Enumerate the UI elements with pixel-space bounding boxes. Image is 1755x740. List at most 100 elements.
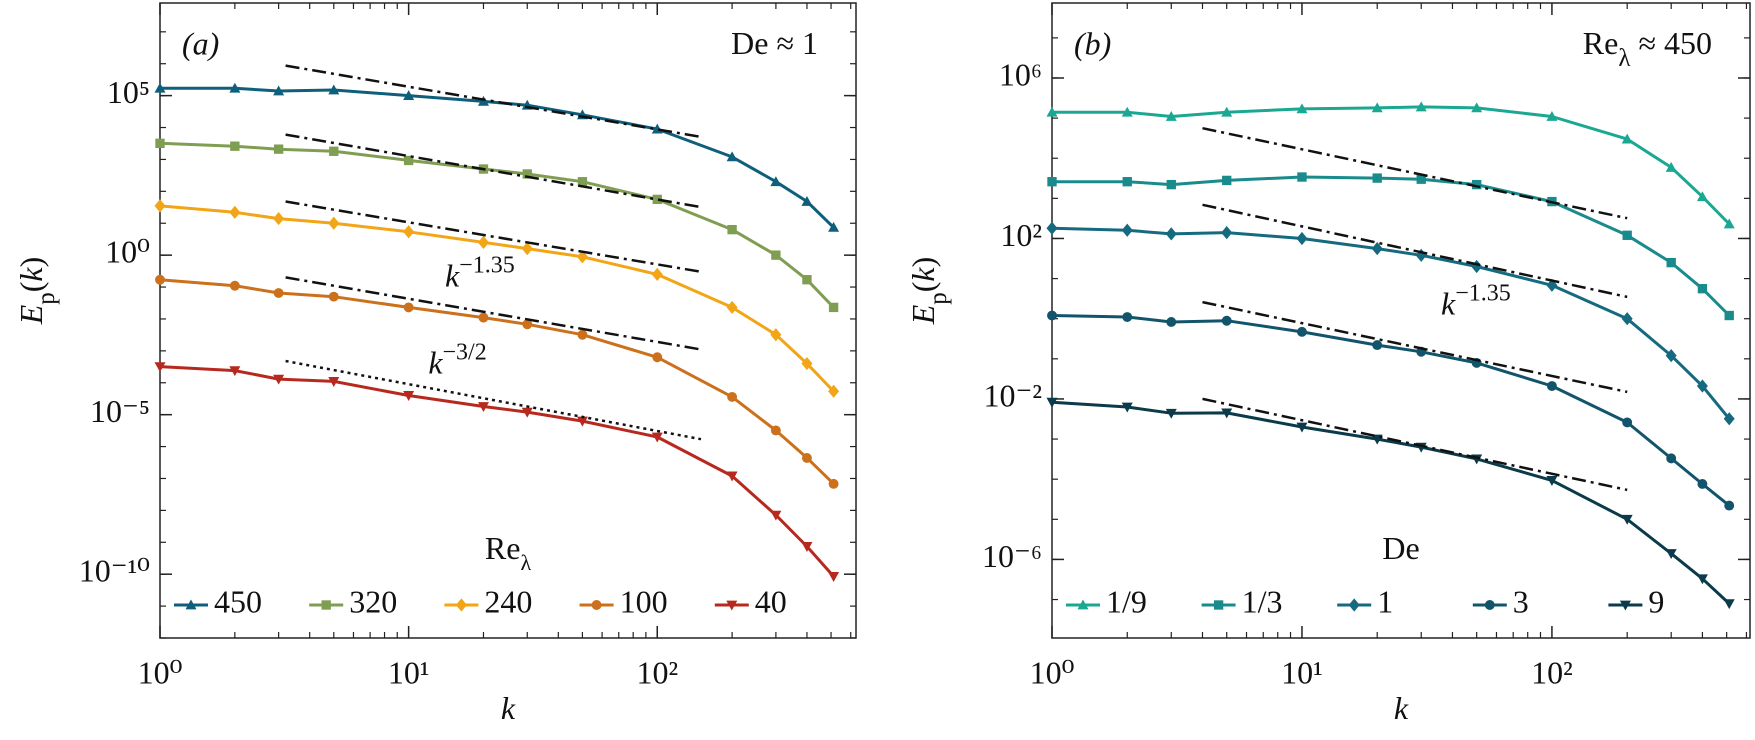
marker	[1696, 379, 1708, 393]
marker	[652, 194, 662, 205]
marker	[828, 572, 840, 582]
legend-marker	[1213, 600, 1224, 610]
marker	[1546, 278, 1558, 292]
text-part: −1.35	[1455, 280, 1511, 306]
x-tick-label: 10¹	[388, 654, 430, 690]
x-tick-label: 10¹	[1281, 654, 1323, 690]
marker	[154, 82, 166, 93]
marker	[1372, 340, 1383, 351]
legend-label: 1	[1377, 583, 1393, 619]
marker	[229, 366, 241, 377]
legend-label: 40	[755, 583, 787, 619]
marker	[1697, 479, 1708, 489]
text-part: k	[13, 267, 49, 282]
marker	[155, 138, 165, 148]
series-line	[1052, 105, 1731, 226]
legend-marker	[591, 600, 602, 610]
marker	[1697, 284, 1708, 294]
panel-title: Reλ ≈ 450	[1583, 25, 1712, 72]
marker	[229, 82, 241, 93]
marker	[770, 176, 782, 187]
marker	[1621, 312, 1633, 326]
marker	[1471, 259, 1483, 274]
marker	[726, 151, 738, 162]
marker	[1372, 173, 1382, 183]
marker	[770, 425, 781, 436]
text-part: (	[905, 282, 941, 293]
guide-line	[1202, 300, 1628, 394]
marker	[1296, 103, 1308, 114]
marker	[577, 177, 588, 187]
panel-label: (a)	[182, 25, 219, 61]
marker	[802, 452, 812, 463]
marker	[802, 275, 812, 285]
marker	[651, 267, 663, 281]
marker	[726, 300, 738, 315]
text-part: −1.35	[459, 252, 515, 278]
marker	[1621, 133, 1633, 144]
marker	[770, 510, 782, 521]
text-part: Re	[1583, 25, 1619, 61]
marker	[403, 155, 414, 166]
marker	[403, 225, 415, 239]
marker	[1222, 175, 1232, 186]
marker	[1723, 218, 1735, 229]
legend-marker	[1619, 600, 1631, 611]
x-tick-label: 10⁰	[138, 654, 183, 690]
marker	[1471, 102, 1483, 113]
marker	[1121, 223, 1133, 237]
legend-label: 3	[1513, 583, 1529, 619]
marker	[726, 471, 738, 482]
marker	[828, 478, 839, 489]
marker	[1622, 230, 1632, 240]
marker	[727, 224, 737, 235]
marker	[403, 391, 415, 401]
marker	[1165, 408, 1177, 419]
text-part: λ	[520, 550, 531, 575]
guide-line	[285, 276, 702, 351]
marker	[1166, 179, 1176, 190]
marker	[1546, 381, 1557, 391]
marker	[328, 291, 339, 302]
text-part: (	[13, 282, 49, 293]
marker	[1371, 102, 1383, 113]
marker	[1696, 574, 1708, 585]
marker	[229, 280, 240, 291]
legend-label: 1/3	[1242, 583, 1283, 619]
text-part: p	[925, 292, 952, 305]
marker	[328, 216, 340, 230]
marker	[1221, 408, 1233, 419]
y-tick-label: 10⁵	[107, 74, 150, 110]
marker	[1221, 315, 1232, 326]
marker	[1165, 110, 1177, 121]
marker	[1046, 106, 1058, 117]
legend-marker	[1348, 598, 1360, 612]
y-tick-label: 10⁻¹⁰	[79, 553, 150, 589]
marker	[1047, 177, 1057, 187]
text-part: −3/2	[443, 339, 487, 365]
marker	[801, 542, 813, 552]
marker	[828, 384, 840, 398]
annotation: k−1.35	[445, 252, 515, 294]
guide-line	[285, 64, 702, 139]
marker	[1296, 422, 1308, 433]
legend-label: 1/9	[1106, 583, 1147, 619]
annotation: k−3/2	[428, 339, 486, 381]
marker	[1416, 174, 1426, 184]
marker	[229, 205, 241, 219]
marker	[1665, 161, 1677, 172]
legend-marker	[455, 598, 467, 612]
text-part: k	[445, 258, 460, 294]
marker	[1546, 476, 1558, 486]
guide-line	[285, 133, 702, 209]
y-axis-label: Ep(k)	[13, 257, 60, 326]
marker	[771, 250, 781, 260]
marker	[828, 302, 839, 313]
x-axis-label: k	[1394, 690, 1409, 726]
marker	[230, 141, 240, 151]
marker	[403, 90, 415, 101]
marker	[1415, 248, 1427, 262]
panel-label: (b)	[1074, 25, 1111, 61]
marker	[273, 288, 284, 298]
